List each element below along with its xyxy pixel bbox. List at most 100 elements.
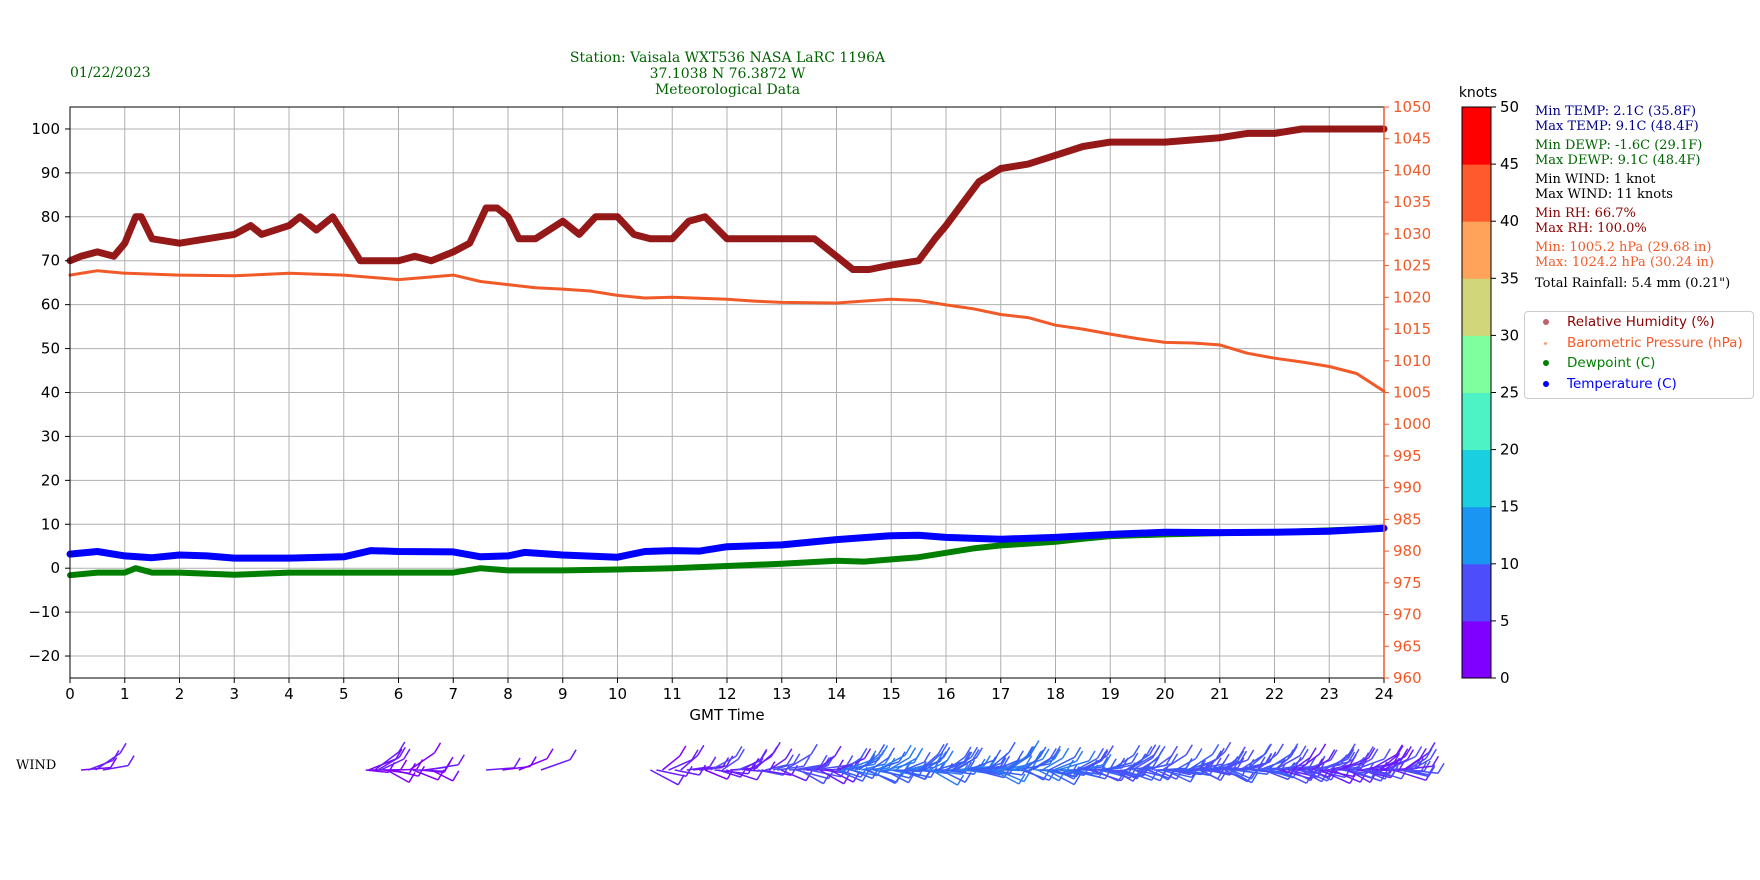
- wind-barb-flag: [726, 755, 734, 767]
- wind-barb: [662, 755, 681, 771]
- wind-barb: [780, 769, 807, 782]
- wind-barb-flag: [691, 749, 699, 761]
- wind-barb: [710, 755, 737, 771]
- wind-barb: [955, 757, 977, 771]
- wind-barb-flag: [1170, 753, 1179, 765]
- wind-barb: [776, 765, 804, 771]
- wind-barb-flag: [963, 751, 971, 762]
- x-tick-label: 20: [1155, 685, 1174, 703]
- y2-tick-label: 1050: [1393, 98, 1431, 116]
- wind-barb-flag: [1247, 749, 1255, 761]
- station-coordinates: 37.1038 N 76.3872 W: [649, 66, 806, 82]
- wind-barb: [1222, 756, 1240, 771]
- wind-barb: [1387, 755, 1416, 771]
- wind-barb-flag: [1066, 759, 1074, 771]
- wind-barb: [924, 756, 945, 771]
- wind-barb: [1373, 769, 1402, 780]
- wind-barb-flag: [1371, 748, 1379, 760]
- stat-max-dewp: Max DEWP: 9.1C (48.4F): [1535, 153, 1701, 168]
- wind-barb-flag: [1132, 744, 1141, 756]
- wind-barb-flag: [709, 756, 717, 768]
- y2-tick-label: 970: [1393, 606, 1422, 624]
- wind-barb-flag: [1158, 745, 1166, 757]
- y-tick-label: 70: [41, 252, 60, 270]
- y2-tick-label: 1045: [1393, 130, 1431, 148]
- wind-barb: [978, 769, 1001, 776]
- wind-barb-flag: [1239, 750, 1248, 762]
- wind-barb: [374, 751, 400, 771]
- wind-barb: [1299, 769, 1322, 783]
- colorbar-tick-label: 30: [1500, 326, 1519, 344]
- wind-barb: [1351, 758, 1373, 771]
- wind-barb: [951, 756, 972, 771]
- wind-barb-flag: [398, 746, 406, 758]
- x-tick-label: 12: [717, 685, 736, 703]
- wind-barb: [1291, 756, 1311, 771]
- wind-barb: [1142, 755, 1160, 771]
- wind-barb-flag: [1185, 758, 1193, 769]
- stat-max-rh: Max RH: 100.0%: [1535, 221, 1647, 236]
- wind-barb-flag: [408, 772, 416, 783]
- wind-barb-flag: [1414, 746, 1423, 757]
- wind-barb-flag: [119, 742, 127, 754]
- wind-barb-flag: [1383, 748, 1391, 760]
- wind-barb: [753, 751, 775, 771]
- legend-label-rh: Relative Humidity (%): [1567, 314, 1715, 330]
- wind-barb-flag: [1238, 746, 1246, 758]
- wind-barb: [967, 759, 995, 771]
- wind-barb: [772, 762, 794, 771]
- legend-label-dewpoint: Dewpoint (C): [1567, 355, 1656, 371]
- stat-max-wind: Max WIND: 11 knots: [1535, 187, 1673, 202]
- wind-barb: [858, 753, 879, 771]
- wind-barb-flag: [546, 748, 554, 760]
- y-tick-label: 40: [41, 384, 60, 402]
- wind-barb-flag: [1042, 748, 1050, 760]
- y-tick-label: 90: [41, 164, 60, 182]
- wind-barb: [656, 769, 687, 778]
- wind-barb: [704, 769, 728, 780]
- x-tick-label: 10: [608, 685, 627, 703]
- wind-barb-flag: [457, 754, 465, 766]
- y2-tick-label: 990: [1393, 479, 1422, 497]
- wind-barb: [836, 769, 863, 782]
- wind-barb: [1155, 769, 1177, 780]
- wind-barb-flag: [1053, 748, 1061, 760]
- wind-barb-flag: [785, 748, 793, 760]
- x-axis: 0 1 2 3 4 5 6 7 8 9 10 11 12 13 14 15 16 17 18 19 20 21 22 23 24: [65, 678, 1394, 703]
- wind-barb: [1207, 769, 1231, 776]
- colorbar-segment: [1462, 335, 1491, 393]
- wind-barb: [852, 769, 873, 780]
- stat-min-rh: Min RH: 66.7%: [1535, 206, 1636, 221]
- wind-barb: [867, 769, 896, 785]
- wind-barb: [1302, 769, 1328, 782]
- stat-min-temp: Min TEMP: 2.1C (35.8F): [1535, 104, 1697, 119]
- wind-barb: [894, 757, 917, 771]
- wind-barb-flag: [1195, 748, 1203, 759]
- wind-barb: [386, 769, 410, 784]
- wind-barb-flag: [1088, 750, 1096, 762]
- wind-barb-flag: [869, 750, 877, 762]
- y-tick-label: 10: [41, 515, 60, 533]
- wind-label: WIND: [16, 758, 57, 773]
- x-tick-label: 15: [882, 685, 901, 703]
- colorbar-segment: [1462, 620, 1491, 679]
- wind-barb-flag: [1276, 743, 1284, 755]
- x-tick-label: 14: [827, 685, 846, 703]
- wind-barb-flag: [395, 748, 403, 760]
- colorbar-segment: [1462, 107, 1491, 165]
- wind-barb: [1187, 753, 1214, 771]
- wind-barb: [1363, 769, 1386, 780]
- y2-tick-label: 985: [1393, 510, 1422, 528]
- colorbar-tick-label: 45: [1500, 155, 1519, 173]
- wind-barb: [1048, 756, 1075, 771]
- wind-barb-flag: [972, 749, 980, 760]
- wind-barb: [1010, 749, 1034, 771]
- wind-barb: [1121, 769, 1152, 781]
- wind-barb: [883, 769, 909, 784]
- wind-barb-flag: [1237, 750, 1245, 762]
- colorbar-segment: [1462, 449, 1491, 508]
- y-tick-label: 50: [41, 340, 60, 358]
- chart-subtitle: Meteorological Data: [654, 82, 801, 98]
- wind-barb-flag: [1429, 748, 1437, 760]
- wind-barb-flag: [1406, 749, 1415, 760]
